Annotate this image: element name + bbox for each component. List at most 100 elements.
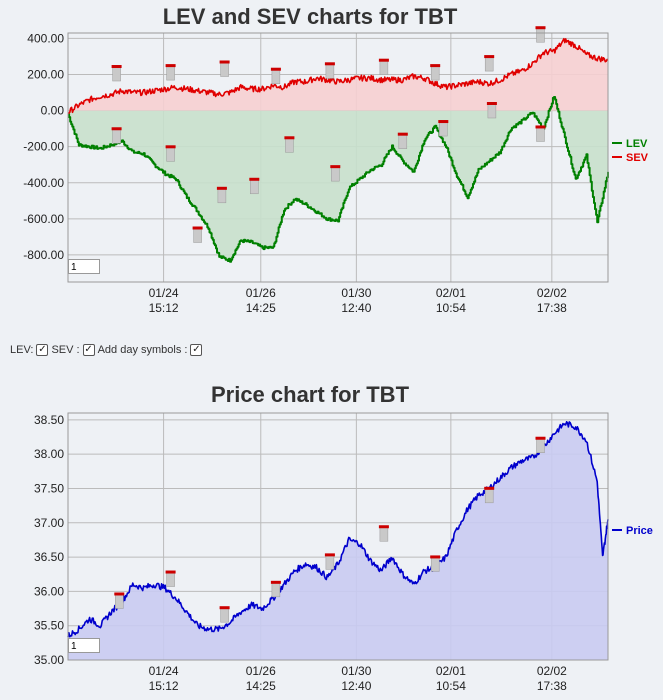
day-marker [324, 62, 335, 79]
day-marker-post [166, 572, 175, 587]
x-tick-label: 01/26 [246, 286, 276, 300]
day-marker-cap [430, 64, 441, 68]
series-line-sev [67, 37, 609, 114]
chart2-legend: Price [612, 525, 653, 537]
day-marker-post [220, 62, 229, 77]
y-tick-label: -200.00 [23, 140, 64, 154]
legend-label-lev: LEV [626, 138, 648, 150]
price-chart[interactable]: 38.50 38.00 37.50 37.00 36.50 36.00 35.50 35.00… [0, 400, 663, 700]
day-marker [270, 580, 281, 598]
day-marker-post [536, 27, 545, 43]
day-marker [219, 606, 230, 623]
chart1-fills [68, 38, 608, 262]
legend-label-price: Price [626, 525, 653, 537]
x-tick-label: 02/02 [537, 286, 567, 300]
x-tick-label: 15:12 [149, 301, 179, 315]
day-marker-post [430, 557, 440, 572]
y-tick-label: 36.50 [34, 550, 64, 564]
day-marker-cap [270, 580, 281, 584]
day-marker-post [112, 129, 121, 144]
day-marker-post [487, 103, 497, 119]
sev-toggle[interactable]: SEV : ✓ [51, 344, 95, 356]
x-tick-label: 12:40 [341, 301, 371, 315]
day-marker-cap [378, 58, 389, 62]
day-marker-cap [484, 55, 495, 59]
day-marker-cap [324, 62, 335, 66]
chart2-zoom-input[interactable]: 1 [68, 638, 100, 653]
day-marker [165, 145, 176, 162]
sev-toggle-label: SEV : [51, 344, 80, 356]
day-marker-post [271, 582, 281, 598]
day-marker-cap [165, 570, 176, 574]
y-tick-label: 35.00 [34, 653, 64, 667]
day-marker-post [325, 555, 335, 570]
y-tick-label: 400.00 [27, 31, 64, 45]
day-marker [484, 55, 495, 72]
plot-frame [67, 412, 609, 661]
day-marker-post [325, 64, 335, 79]
y-tick-label: 38.50 [34, 413, 64, 427]
day-marker [324, 553, 335, 570]
y-tick-label: 200.00 [27, 68, 64, 82]
day-marker [192, 226, 203, 243]
day-marker-cap [165, 145, 176, 149]
sev-checkbox[interactable]: ✓ [82, 344, 95, 356]
x-tick-label: 14:25 [246, 301, 276, 315]
day-marker-post [379, 60, 389, 75]
y-tick-label: 35.50 [34, 619, 64, 633]
x-tick-label: 02/01 [436, 664, 466, 678]
day-marker-post [166, 65, 175, 81]
x-tick-label: 01/30 [341, 664, 371, 678]
y-tick-label: 36.00 [34, 584, 64, 598]
day-marker [165, 570, 176, 587]
x-tick-label: 15:12 [149, 679, 179, 693]
day-marker [438, 120, 449, 137]
day-marker-cap [192, 226, 203, 230]
y-tick-label: 0.00 [41, 104, 65, 118]
day-marker [484, 486, 495, 504]
day-marker [270, 67, 281, 84]
day-marker-cap [111, 65, 122, 69]
lev-sev-chart[interactable]: 400.00 200.00 0.00 -200.00 -400.00 -600.00 -80… [0, 0, 663, 320]
day-marker-cap [535, 26, 546, 30]
day-marker-post [536, 127, 545, 142]
day-marker-cap [219, 60, 230, 64]
chart1-axes: 400.00 200.00 0.00 -200.00 -400.00 -600.00 -80… [23, 31, 609, 315]
x-tick-label: 02/01 [436, 286, 466, 300]
series-line-lev [68, 96, 609, 263]
x-tick-label: 14:25 [246, 679, 276, 693]
chart1-legend: LEV SEV [612, 138, 649, 164]
lev-toggle[interactable]: LEV: ✓ [10, 344, 49, 356]
day-marker [111, 65, 122, 82]
day-marker [430, 555, 441, 572]
day-marker-cap [378, 525, 389, 529]
day-symbols-checkbox[interactable]: ✓ [190, 344, 203, 356]
day-marker-cap [484, 486, 495, 490]
chart2-lines [67, 421, 609, 638]
chart1-zoom-input[interactable]: 1 [68, 259, 100, 274]
day-marker [535, 26, 546, 43]
day-marker-post [484, 488, 494, 504]
chart2-fills [68, 421, 608, 660]
plot-frame [67, 32, 609, 283]
day-marker-post [331, 166, 340, 182]
day-marker-cap [216, 186, 227, 190]
y-tick-label: -400.00 [23, 176, 64, 190]
day-marker-post [220, 607, 229, 623]
day-marker-post [398, 134, 408, 149]
series-area-price [68, 421, 608, 660]
day-marker-cap [249, 177, 260, 181]
x-tick-label: 01/30 [341, 286, 371, 300]
day-symbols-toggle[interactable]: Add day symbols : ✓ [98, 344, 203, 356]
day-marker-cap [535, 436, 546, 440]
day-marker-post [112, 66, 121, 82]
day-marker [114, 592, 125, 609]
day-symbols-label: Add day symbols : [97, 344, 188, 356]
lev-checkbox[interactable]: ✓ [36, 344, 49, 356]
day-marker [378, 525, 389, 542]
chart2-markers [114, 436, 546, 623]
day-marker-cap [219, 606, 230, 610]
lev-toggle-label: LEV: [10, 344, 34, 356]
day-marker-post [285, 138, 294, 153]
chart1-markers [111, 26, 546, 243]
